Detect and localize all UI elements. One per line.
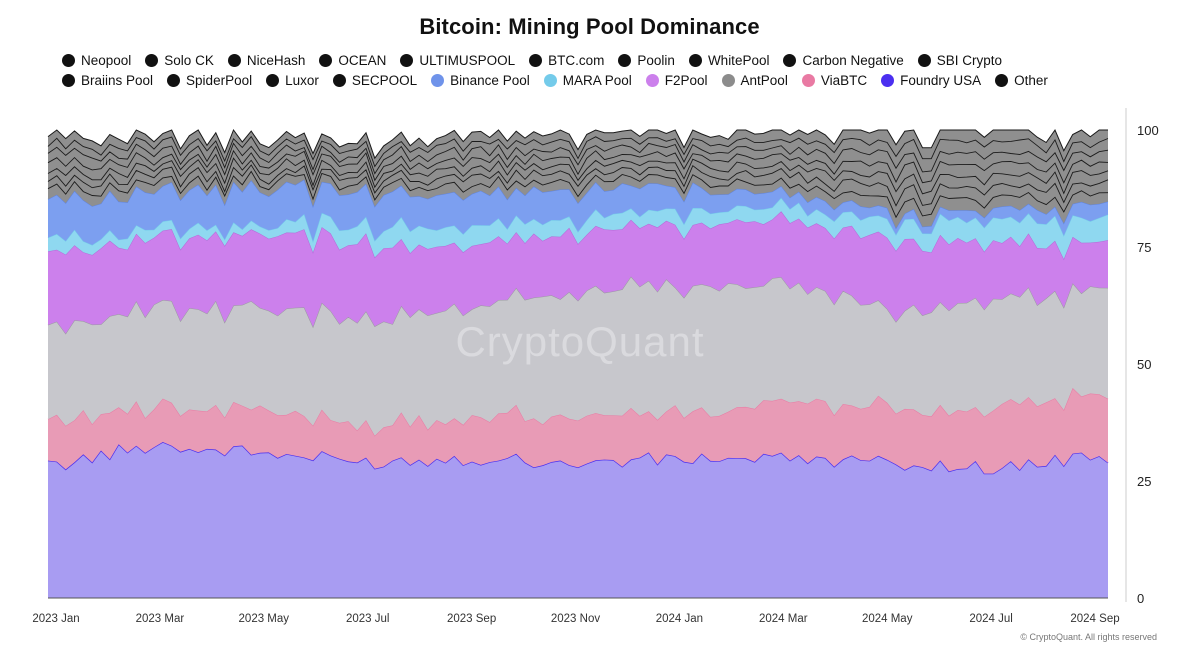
x-tick-label: 2023 Jan xyxy=(32,613,79,625)
legend-item[interactable]: SBI Crypto xyxy=(917,53,1003,68)
legend-item[interactable]: SpiderPool xyxy=(167,73,252,88)
legend-item[interactable]: NiceHash xyxy=(227,53,306,68)
legend-swatch xyxy=(688,54,702,67)
legend-label: NiceHash xyxy=(246,53,306,68)
legend-item[interactable]: F2Pool xyxy=(645,73,708,88)
legend-item[interactable]: Other xyxy=(995,73,1048,88)
legend-swatch xyxy=(167,74,181,87)
legend-item[interactable]: WhitePool xyxy=(688,53,770,68)
y-tick-label: 25 xyxy=(1137,474,1151,489)
watermark: CryptoQuant xyxy=(455,318,705,365)
minor-pool-band xyxy=(47,164,1109,207)
legend-swatch xyxy=(543,74,557,87)
y-tick-label: 100 xyxy=(1137,123,1159,138)
legend-label: BTC.com xyxy=(548,53,605,68)
chart-title: Bitcoin: Mining Pool Dominance xyxy=(419,14,760,39)
legend-label: SBI Crypto xyxy=(936,53,1003,68)
legend-label: SpiderPool xyxy=(186,73,253,88)
x-tick-label: 2023 Sep xyxy=(447,613,496,625)
legend-row-2: Braiins Pool SpiderPool Luxor SECPOOL Binanc… xyxy=(62,73,1152,88)
legend-label: SECPOOL xyxy=(351,73,418,88)
legend-item[interactable]: MARA Pool xyxy=(543,73,632,88)
legend-label: MARA Pool xyxy=(562,73,632,88)
legend-swatch xyxy=(62,54,75,67)
legend-swatch xyxy=(995,74,1009,87)
legend-item[interactable]: Carbon Negative xyxy=(783,53,904,68)
legend-item[interactable]: SECPOOL xyxy=(332,73,418,88)
legend-label: F2Pool xyxy=(664,73,708,88)
x-tick-label: 2024 Jul xyxy=(969,613,1012,625)
y-tick-label: 50 xyxy=(1137,357,1151,372)
minor-pool-band xyxy=(47,157,1109,195)
legend-swatch xyxy=(431,74,445,87)
legend-swatch xyxy=(618,54,632,67)
legend-item[interactable]: Solo CK xyxy=(145,53,214,68)
legend-swatch xyxy=(145,54,159,67)
legend-label: ViaBTC xyxy=(820,73,868,88)
minor-pool-band xyxy=(47,170,1109,219)
area-series xyxy=(48,276,1108,436)
x-tick-label: 2023 Jul xyxy=(346,613,389,625)
legend-label: OCEAN xyxy=(338,53,387,68)
legend-row-1: Neopool Solo CK NiceHash OCEAN ULTIMUSPOOL BT… xyxy=(62,53,1152,68)
x-tick-label: 2023 Mar xyxy=(136,613,185,625)
area-series xyxy=(48,388,1108,474)
legend-swatch xyxy=(881,74,895,87)
area-series xyxy=(48,442,1108,598)
legend-label: Other xyxy=(1014,73,1048,88)
legend-swatch xyxy=(319,54,333,67)
x-tick-label: 2023 Nov xyxy=(551,613,600,625)
legend-item[interactable]: ViaBTC xyxy=(801,73,868,88)
legend-label: Braiins Pool xyxy=(81,73,154,88)
area-series xyxy=(48,179,1108,245)
legend-item[interactable]: Foundry USA xyxy=(881,73,981,88)
legend-label: Solo CK xyxy=(164,53,214,68)
x-tick-label: 2023 May xyxy=(239,613,290,625)
legend-label: Luxor xyxy=(285,73,319,88)
legend-swatch xyxy=(400,54,414,67)
legend-item[interactable]: Neopool xyxy=(62,53,131,68)
x-tick-label: 2024 Sep xyxy=(1070,613,1119,625)
series-line xyxy=(47,128,1108,160)
legend-label: Neopool xyxy=(81,53,132,68)
legend-swatch xyxy=(801,74,815,87)
legend-item[interactable]: AntPool xyxy=(721,73,788,88)
legend-item[interactable]: Braiins Pool xyxy=(62,73,153,88)
legend-swatch xyxy=(266,74,280,87)
legend-label: Poolin xyxy=(637,53,675,68)
x-tick-label: 2024 Mar xyxy=(759,613,808,625)
legend-swatch xyxy=(529,54,543,67)
legend-label: Binance Pool xyxy=(450,73,530,88)
x-tick-label: 2024 Jan xyxy=(656,613,703,625)
legend-swatch xyxy=(332,74,346,87)
legend-swatch xyxy=(645,74,659,87)
y-tick-label: 75 xyxy=(1137,240,1151,255)
legend-item[interactable]: BTC.com xyxy=(529,53,604,68)
legend-item[interactable]: Binance Pool xyxy=(431,73,530,88)
legend-label: Foundry USA xyxy=(900,73,982,88)
legend-swatch xyxy=(917,54,931,67)
minor-pool-band xyxy=(47,135,1109,168)
legend-swatch xyxy=(62,74,75,87)
minor-pool-band xyxy=(47,142,1109,175)
credit-text: © CryptoQuant. All rights reserved xyxy=(1020,632,1157,642)
minor-pool-band xyxy=(47,149,1109,184)
legend-swatch xyxy=(227,54,241,67)
legend-label: AntPool xyxy=(740,73,788,88)
x-tick-label: 2024 May xyxy=(862,613,913,625)
legend-label: WhitePool xyxy=(707,53,770,68)
legend-item[interactable]: ULTIMUSPOOL xyxy=(400,53,515,68)
legend-swatch xyxy=(721,74,735,87)
legend-label: ULTIMUSPOOL xyxy=(419,53,516,68)
area-series xyxy=(48,197,1108,259)
legend-label: Carbon Negative xyxy=(802,53,904,68)
area-series xyxy=(48,211,1108,334)
legend-item[interactable]: Poolin xyxy=(618,53,675,68)
y-tick-label: 0 xyxy=(1137,591,1144,606)
legend-swatch xyxy=(783,54,797,67)
legend-item[interactable]: OCEAN xyxy=(319,53,386,68)
legend-item[interactable]: Luxor xyxy=(266,73,319,88)
